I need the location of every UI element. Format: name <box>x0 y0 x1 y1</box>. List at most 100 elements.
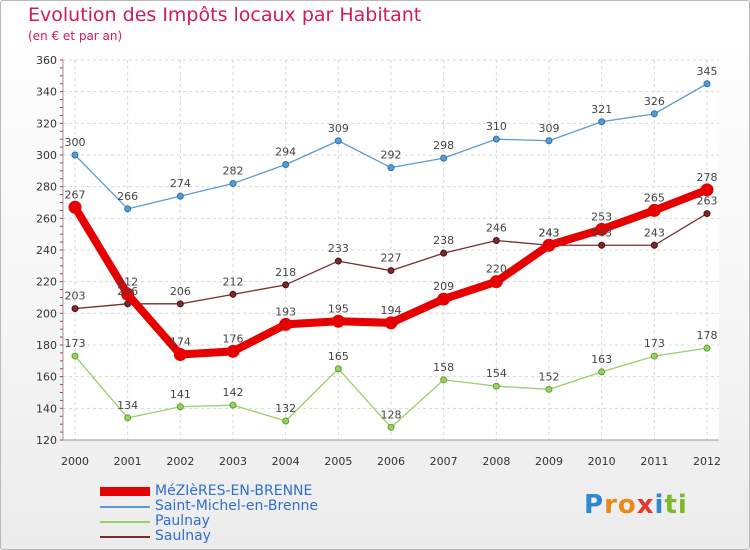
y-tick-label: 160 <box>36 371 57 384</box>
data-label: 263 <box>697 195 718 208</box>
data-point <box>124 414 132 422</box>
data-label: 193 <box>275 305 296 318</box>
y-tick-label: 360 <box>36 54 57 67</box>
y-tick-label: 200 <box>36 307 57 320</box>
data-point <box>121 287 135 301</box>
chart-title: Evolution des Impôts locaux par Habitant <box>28 4 422 26</box>
data-label: 163 <box>591 353 612 366</box>
data-label: 173 <box>644 337 665 350</box>
data-label: 298 <box>433 139 454 152</box>
data-point <box>173 348 187 361</box>
data-point <box>492 237 500 244</box>
data-label: 253 <box>591 210 612 223</box>
legend-swatch <box>100 521 150 523</box>
y-tick-label: 240 <box>36 244 57 257</box>
legend-label: MéZIèRES-EN-BRENNE <box>155 483 313 499</box>
data-label: 165 <box>328 350 349 363</box>
data-point <box>598 241 606 249</box>
data-point <box>650 241 658 249</box>
data-label: 265 <box>644 191 665 204</box>
y-tick-label: 280 <box>36 181 57 194</box>
data-label: 243 <box>591 226 612 239</box>
data-point <box>71 352 79 360</box>
data-label: 326 <box>644 95 665 108</box>
legend-item-mezieres: MéZIèRES-EN-BRENNE <box>100 483 400 499</box>
data-label: 278 <box>697 171 718 184</box>
y-tick-label: 260 <box>36 212 57 225</box>
x-tick-label: 2009 <box>535 455 563 468</box>
data-label: 212 <box>223 275 244 288</box>
data-label: 294 <box>275 146 296 159</box>
data-label: 321 <box>591 103 612 116</box>
data-label: 246 <box>486 222 507 235</box>
data-label: 194 <box>381 304 402 317</box>
data-label: 218 <box>275 266 296 279</box>
chart-subtitle: (en € et par an) <box>28 29 123 43</box>
data-label: 243 <box>644 226 665 239</box>
data-point <box>598 118 606 126</box>
data-label: 152 <box>539 370 560 383</box>
y-tick-label: 340 <box>36 86 57 99</box>
data-label: 195 <box>328 302 349 315</box>
data-label: 238 <box>433 234 454 247</box>
data-point <box>492 382 500 390</box>
data-point <box>545 385 553 393</box>
data-label: 345 <box>697 65 718 78</box>
data-point <box>595 222 609 236</box>
data-point <box>331 314 345 328</box>
data-point <box>282 161 290 168</box>
data-point <box>282 417 290 425</box>
data-point <box>703 344 711 352</box>
y-tick-label: 220 <box>36 276 57 289</box>
legend-label: Paulnay <box>155 513 210 529</box>
data-point <box>71 305 79 313</box>
y-tick-label: 180 <box>36 339 57 352</box>
data-point <box>545 137 553 145</box>
legend-item-saint-michel: Saint-Michel-en-Brenne <box>100 498 400 514</box>
data-point <box>282 281 290 289</box>
data-point <box>229 290 237 298</box>
data-point <box>647 203 661 217</box>
data-point <box>334 257 342 265</box>
data-label: 309 <box>328 122 349 135</box>
legend-swatch <box>100 506 150 508</box>
x-tick-label: 2004 <box>272 455 300 468</box>
data-point <box>226 344 240 358</box>
legend-label: Saint-Michel-en-Brenne <box>155 498 318 514</box>
data-label: 300 <box>65 136 86 149</box>
legend-swatch <box>100 536 150 538</box>
data-point <box>71 151 79 159</box>
data-point <box>440 249 448 257</box>
data-point <box>387 267 395 275</box>
data-label: 209 <box>433 280 454 293</box>
data-label: 128 <box>381 408 402 421</box>
data-label: 292 <box>381 149 402 162</box>
data-point <box>124 205 132 213</box>
x-tick-label: 2002 <box>166 455 194 468</box>
data-label: 282 <box>223 165 244 178</box>
x-tick-label: 2007 <box>430 455 458 468</box>
data-point <box>176 192 184 200</box>
data-label: 309 <box>539 122 560 135</box>
data-label: 243 <box>539 226 560 239</box>
x-tick-label: 2006 <box>377 455 405 468</box>
data-label: 142 <box>223 386 244 399</box>
data-label: 176 <box>223 332 244 345</box>
legend-label: Saulnay <box>155 528 211 544</box>
data-label: 310 <box>486 120 507 133</box>
data-label: 227 <box>381 252 402 265</box>
x-tick-label: 2008 <box>482 455 510 468</box>
data-point <box>176 403 184 411</box>
data-label: 158 <box>433 361 454 374</box>
data-label: 134 <box>117 399 138 412</box>
data-label: 274 <box>170 177 191 190</box>
y-tick-label: 300 <box>36 149 57 162</box>
y-tick-label: 140 <box>36 402 57 415</box>
data-label: 154 <box>486 367 507 380</box>
data-point <box>700 183 714 197</box>
x-tick-label: 2005 <box>324 455 352 468</box>
data-label: 233 <box>328 242 349 255</box>
legend-item-paulnay: Paulnay <box>100 513 400 529</box>
data-label: 132 <box>275 402 296 415</box>
